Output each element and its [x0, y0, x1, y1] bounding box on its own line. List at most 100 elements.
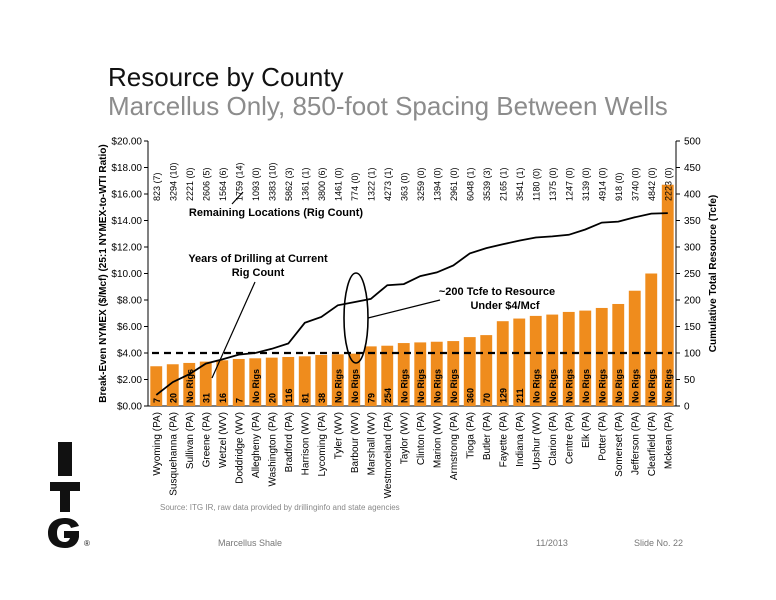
- bar-rig-label: 360: [465, 388, 475, 403]
- y-tick-label: $14.00: [111, 216, 142, 227]
- category-label: Upshur (WV): [531, 412, 542, 470]
- bar: [579, 310, 592, 406]
- remaining-locations-label: 3259 (0): [416, 167, 426, 201]
- category-label: Allegheny (PA): [251, 412, 262, 478]
- category-label: Sullivan (PA): [185, 412, 196, 469]
- bar-rig-label: No Rigs: [548, 369, 558, 403]
- category-label: Somerset (PA): [614, 412, 625, 477]
- remaining-locations-label: 2606 (5): [201, 167, 211, 201]
- bar-rig-label: 38: [317, 393, 327, 403]
- category-label: Clearfield (PA): [647, 412, 658, 476]
- remaining-locations-label: 1759 (14): [234, 162, 244, 201]
- bar: [480, 335, 493, 406]
- bar: [166, 364, 179, 406]
- bar-rig-label: No Rigs: [647, 369, 657, 403]
- bar: [381, 345, 394, 406]
- bar: [612, 303, 625, 406]
- y-tick-label: $4.00: [117, 349, 142, 360]
- category-label: Mckean (PA): [663, 412, 674, 469]
- bar-rig-label: No Rigs: [531, 369, 541, 403]
- category-label: Jefferson (PA): [630, 412, 641, 475]
- bar: [562, 311, 575, 406]
- remaining-locations-label: 6048 (1): [465, 167, 475, 201]
- y-tick-label: $18.00: [111, 163, 142, 174]
- y2-tick-label: 500: [684, 137, 701, 148]
- slide-title: Resource by County: [108, 62, 344, 92]
- remaining-locations-label: 4842 (0): [647, 167, 657, 201]
- annotation-years-arrow: [211, 281, 256, 379]
- bar-rig-label: 211: [515, 388, 525, 403]
- bar: [282, 356, 295, 406]
- category-label: Bradford (PA): [284, 412, 295, 472]
- y-tick-label: $20.00: [111, 137, 142, 148]
- bar: [249, 358, 262, 406]
- y2-tick-label: 0: [684, 402, 690, 413]
- bar-rig-label: No Rigs: [630, 369, 640, 403]
- remaining-locations-label: 3541 (1): [515, 167, 525, 201]
- category-label: Harrison (WV): [300, 412, 311, 475]
- remaining-locations-label: 3800 (6): [317, 167, 327, 201]
- remaining-locations-label: 1394 (0): [432, 167, 442, 201]
- bar: [513, 318, 526, 406]
- bar: [183, 362, 196, 406]
- bar-rig-label: No Rigs: [564, 369, 574, 403]
- category-label: Elk (PA): [581, 412, 592, 448]
- bar: [348, 353, 361, 406]
- bar: [265, 357, 278, 406]
- bar: [430, 341, 443, 406]
- logo-registered-mark: ®: [84, 539, 90, 548]
- bar-rig-label: No Rigs: [581, 369, 591, 403]
- bar-rig-label: No Rigs: [663, 369, 673, 403]
- bar-rig-label: No Rigs: [185, 369, 195, 403]
- bar-rig-label: No Rigs: [251, 369, 261, 403]
- remaining-locations-label: 3740 (0): [630, 167, 640, 201]
- bar: [216, 360, 229, 406]
- bar: [529, 315, 542, 406]
- bar: [628, 290, 641, 406]
- bar-rig-label: 20: [168, 393, 178, 403]
- remaining-locations-label: 4273 (1): [383, 167, 393, 201]
- y2-tick-label: 300: [684, 243, 701, 254]
- bar-rig-label: 79: [366, 393, 376, 403]
- remaining-locations-label: 823 (7): [152, 172, 162, 201]
- y2-tick-label: 100: [684, 349, 701, 360]
- remaining-locations-label: 5862 (3): [284, 167, 294, 201]
- y2-tick-label: 50: [684, 375, 696, 386]
- bar-rig-label: No Rigs: [597, 369, 607, 403]
- y-tick-label: $6.00: [117, 322, 142, 333]
- bar: [661, 184, 674, 406]
- category-label: Clinton (PA): [416, 412, 427, 465]
- annotation-tcfe-line2: Under $4/Mcf: [470, 300, 539, 312]
- y2-tick-label: 200: [684, 296, 701, 307]
- footer-topic: Marcellus Shale: [218, 538, 283, 548]
- category-label: Marshall (WV): [366, 412, 377, 475]
- bar: [496, 321, 509, 406]
- y-tick-label: $16.00: [111, 190, 142, 201]
- y2-tick-label: 450: [684, 163, 701, 174]
- bar-rig-label: 129: [498, 388, 508, 403]
- category-label: Tyler (WV): [333, 412, 344, 459]
- bar-rig-label: No Rigs: [614, 369, 624, 403]
- remaining-locations-label: 2221 (0): [185, 167, 195, 201]
- bar: [331, 354, 344, 406]
- category-label: Susquehanna (PA): [168, 412, 179, 496]
- footer-date: 11/2013: [536, 538, 568, 548]
- remaining-locations-label: 3383 (10): [267, 162, 277, 201]
- annotation-tcfe-arrow: [367, 299, 441, 319]
- category-label: Potter (PA): [597, 412, 608, 461]
- category-label: Doddridge (WV): [234, 412, 245, 484]
- bar-rig-label: 81: [300, 393, 310, 403]
- bar-rig-label: 16: [218, 393, 228, 403]
- bar-rig-label: 7: [234, 398, 244, 403]
- remaining-locations-label: 1461 (0): [333, 167, 343, 201]
- category-label: Wyoming (PA): [152, 412, 163, 476]
- remaining-locations-label: 3139 (0): [581, 167, 591, 201]
- bar-rig-label: No Rigs: [399, 369, 409, 403]
- bar: [298, 356, 311, 406]
- annotation-remaining-locations: Remaining Locations (Rig Count): [189, 207, 363, 219]
- bar-rig-label: No Rigs: [449, 369, 459, 403]
- remaining-locations-label: 1322 (1): [366, 167, 376, 201]
- bar: [645, 273, 658, 406]
- y-tick-label: $10.00: [111, 269, 142, 280]
